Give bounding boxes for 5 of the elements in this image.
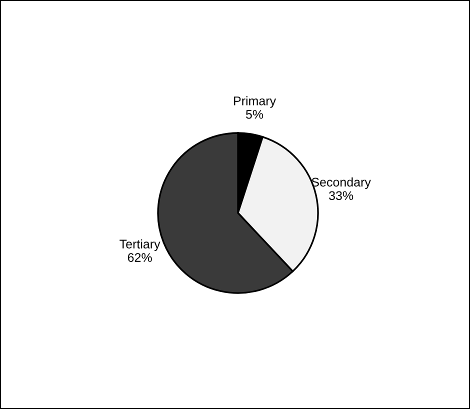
data-label: 33%	[329, 191, 354, 200]
slice-label: Tertiary	[120, 239, 160, 251]
data-label: 62%	[128, 253, 152, 262]
slice-label: Primary	[234, 96, 276, 108]
data-label: 5%	[246, 110, 264, 119]
